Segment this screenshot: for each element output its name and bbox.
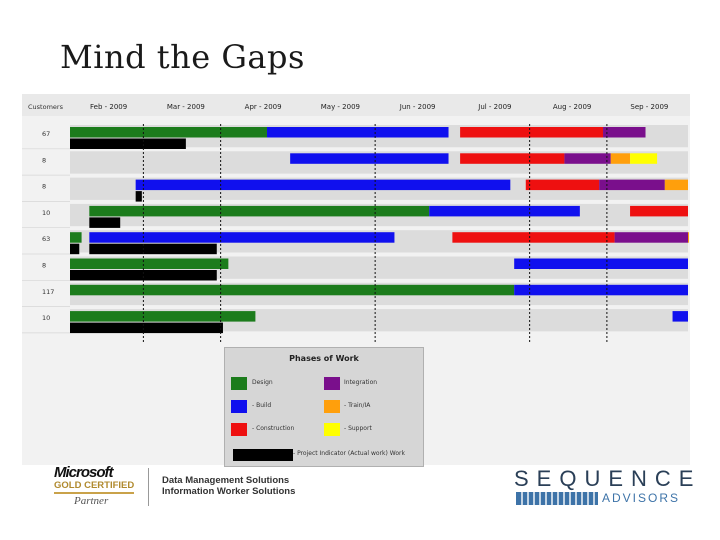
legend-swatch-project (233, 449, 293, 461)
month-label: May - 2009 (321, 103, 360, 111)
gold-certified-label: GOLD CERTIFIED (54, 480, 135, 491)
microsoft-wordmark: Microsoft (54, 464, 113, 481)
gantt-bar-build (290, 153, 449, 164)
legend-swatch-support (324, 423, 340, 436)
header-band (22, 94, 690, 116)
project-indicator-bar (70, 322, 223, 334)
legend-title: Phases of Work (289, 354, 359, 363)
gantt-bar-build (429, 205, 580, 217)
legend-label-build: - Build (252, 402, 272, 409)
gantt-bar-integration (599, 179, 665, 191)
gantt-bar-construction (460, 153, 565, 164)
sequence-logo-stripes (516, 492, 598, 505)
row-label: 8 (42, 262, 46, 270)
gantt-bar-build (266, 127, 449, 138)
gantt-bar-training (688, 232, 689, 243)
month-label: Aug - 2009 (553, 103, 591, 111)
gold-bar (54, 492, 134, 494)
project-indicator-bar (70, 243, 80, 255)
header-label: Customers (28, 103, 64, 111)
partner-label: Partner (74, 495, 109, 507)
gantt-bar-integration (564, 153, 611, 164)
gantt-bar-construction (452, 232, 615, 243)
microsoft-partner-logo: Microsoft GOLD CERTIFIED Partner (52, 462, 142, 510)
legend-label-design: Design (252, 379, 273, 386)
legend-label-training: - Train/IA (344, 402, 371, 409)
legend-label-integration: Integration (344, 379, 378, 386)
gantt-bar-training (610, 153, 631, 164)
month-label: Sep - 2009 (630, 103, 668, 111)
row-label: 63 (42, 235, 50, 243)
legend-label-support: - Support (344, 425, 372, 432)
footer-divider (148, 468, 149, 506)
gantt-bar-build (514, 284, 688, 296)
gantt-bar-construction (525, 179, 600, 191)
row-label: 8 (42, 156, 46, 164)
gantt-bar-construction (460, 127, 604, 138)
row-label: 10 (42, 314, 50, 322)
month-label: Apr - 2009 (245, 103, 282, 111)
row-label: 67 (42, 130, 50, 138)
project-indicator-bar (70, 138, 186, 149)
legend-swatch-training (324, 400, 340, 413)
gantt-bar-design (70, 258, 229, 269)
legend-label-project: - Project Indicator (Actual work) Work (293, 450, 405, 457)
legend-swatch-build (231, 400, 247, 413)
legend-swatch-construction (231, 423, 247, 436)
project-indicator-bar (89, 217, 121, 228)
gantt-bar-support (630, 153, 658, 164)
row-label: 8 (42, 183, 46, 191)
gantt-bar-training (664, 179, 688, 191)
month-label: Mar - 2009 (167, 103, 205, 111)
gantt-bar-construction (630, 205, 688, 217)
legend: Phases of Work Design Integration - Buil… (224, 347, 424, 467)
project-indicator-bar (135, 191, 142, 202)
gantt-bar-design (70, 311, 256, 322)
legend-swatch-design (231, 377, 247, 390)
gantt-bar-build (135, 179, 511, 191)
gantt-bar-integration (614, 232, 688, 243)
competency-2: Information Worker Solutions (162, 486, 296, 497)
gantt-bar-build (672, 311, 688, 322)
gantt-bar-integration (603, 127, 646, 138)
month-label: Feb - 2009 (90, 103, 127, 111)
month-label: Jul - 2009 (477, 103, 511, 111)
gantt-bar-design (89, 205, 430, 217)
competency-1: Data Management Solutions (162, 475, 290, 486)
project-indicator-bar (89, 243, 217, 255)
slide-title: Mind the Gaps (60, 38, 305, 76)
month-label: Jun - 2009 (399, 103, 436, 111)
sequence-logo-advisors: ADVISORS (602, 491, 681, 505)
legend-swatch-integration (324, 377, 340, 390)
project-indicator-bar (70, 270, 217, 281)
row-label: 10 (42, 209, 50, 217)
row-label: 117 (42, 288, 54, 296)
legend-label-construction: - Construction (252, 425, 295, 432)
gantt-bar-build (89, 232, 395, 243)
gantt-bar-design (70, 127, 267, 138)
gantt-bar-build (514, 258, 688, 269)
sequence-logo-wordmark: SEQUENCE (514, 466, 702, 491)
gantt-bar-design (70, 232, 82, 243)
gantt-bar-design (70, 284, 515, 296)
